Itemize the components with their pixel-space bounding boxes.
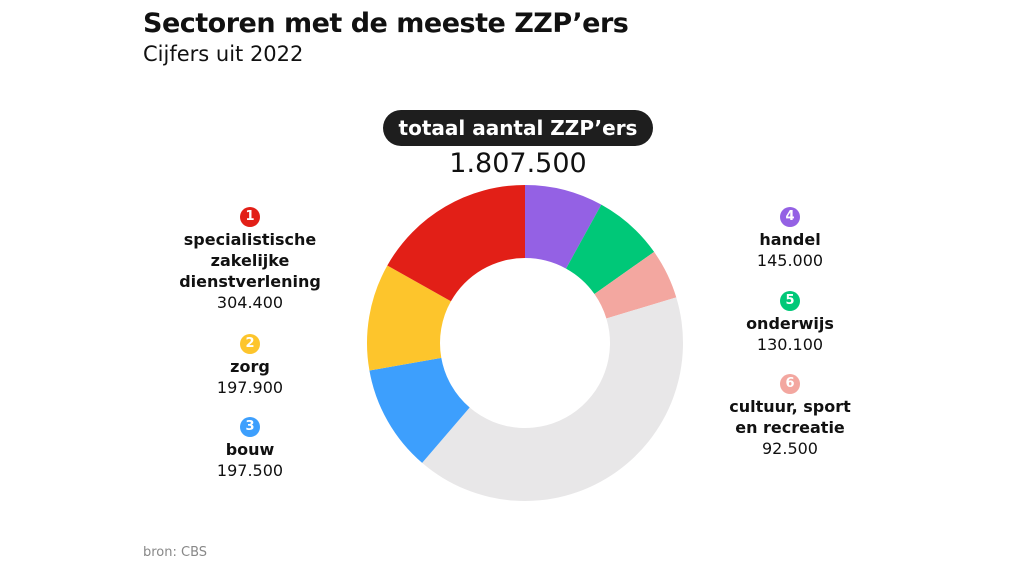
slice-specialistische-zakelijke-dienstverlening bbox=[387, 185, 525, 302]
legend-item: 6 cultuur, sport en recreatie 92.500 bbox=[690, 371, 890, 459]
rank-badge: 6 bbox=[780, 373, 800, 394]
legend-label: en recreatie bbox=[735, 417, 845, 437]
legend-value: 130.100 bbox=[756, 334, 824, 354]
rank-badge: 4 bbox=[780, 206, 800, 227]
legend-value: 197.900 bbox=[216, 377, 284, 397]
legend-label: dienstverlening bbox=[179, 271, 321, 291]
legend-item: 2 zorg 197.900 bbox=[150, 331, 350, 398]
legend-item: 1 specialistische zakelijke dienstverlening… bbox=[150, 204, 350, 313]
rank-badge: 5 bbox=[780, 290, 800, 311]
slice-zorg bbox=[367, 265, 451, 371]
legend-label: zorg bbox=[230, 356, 270, 376]
slice-handel bbox=[525, 185, 602, 269]
slice-cultuur-sport-en-recreatie bbox=[594, 251, 677, 319]
total-label: totaal aantal ZZP’ers bbox=[383, 110, 653, 146]
total-value: 1.807.500 bbox=[449, 148, 587, 179]
slice-onderwijs bbox=[566, 204, 655, 294]
legend-value: 304.400 bbox=[216, 292, 284, 312]
legend-label: zakelijke bbox=[210, 250, 290, 270]
legend-label: cultuur, sport bbox=[729, 396, 851, 416]
legend-label: bouw bbox=[225, 439, 275, 459]
chart-subtitle: Cijfers uit 2022 bbox=[143, 42, 304, 66]
rank-badge: 1 bbox=[240, 206, 260, 227]
legend-value: 145.000 bbox=[756, 250, 824, 270]
source: bron: CBS bbox=[143, 545, 208, 560]
slice-overig bbox=[422, 297, 683, 501]
slice-bouw bbox=[369, 357, 470, 463]
legend-label: onderwijs bbox=[746, 313, 834, 333]
rank-badge: 3 bbox=[240, 416, 260, 437]
legend-item: 4 handel 145.000 bbox=[690, 204, 890, 271]
legend-item: 5 onderwijs 130.100 bbox=[690, 288, 890, 355]
legend-label: specialistische bbox=[183, 229, 317, 249]
legend-item: 3 bouw 197.500 bbox=[150, 414, 350, 481]
legend-value: 92.500 bbox=[762, 438, 818, 458]
chart-title: Sectoren met de meeste ZZP’ers bbox=[143, 8, 629, 39]
legend-value: 197.500 bbox=[216, 460, 284, 480]
legend-label: handel bbox=[759, 229, 821, 249]
rank-badge: 2 bbox=[240, 333, 260, 354]
